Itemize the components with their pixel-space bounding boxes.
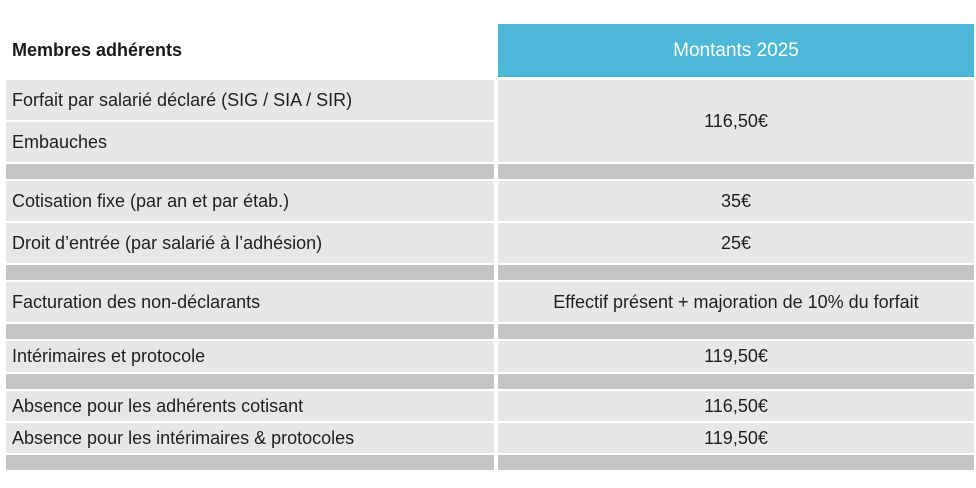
table-row: Intérimaires et protocole 119,50€: [6, 341, 974, 372]
table-row: Facturation des non-déclarants Effectif …: [6, 282, 974, 322]
header-members: Membres adhérents: [12, 40, 183, 60]
row-value: 116,50€: [498, 80, 974, 162]
table-row: Absence pour les adhérents cotisant 116,…: [6, 391, 974, 421]
row-value: 25€: [498, 223, 974, 263]
table-row: Absence pour les intérimaires & protocol…: [6, 423, 974, 453]
row-label: Absence pour les intérimaires & protocol…: [6, 423, 494, 453]
row-label: Cotisation fixe (par an et par étab.): [6, 181, 494, 221]
row-value: 35€: [498, 181, 974, 221]
row-label: Facturation des non-déclarants: [6, 282, 494, 322]
table-header: Membres adhérents Montants 2025: [6, 24, 974, 77]
row-value: 119,50€: [498, 423, 974, 453]
table-row: Droit d’entrée (par salarié à l’adhésion…: [6, 223, 974, 263]
row-label: Forfait par salarié déclaré (SIG / SIA /…: [6, 80, 494, 120]
row-label: Intérimaires et protocole: [6, 341, 494, 372]
row-label: Embauches: [6, 122, 494, 162]
separator-row: [6, 265, 974, 280]
separator-row: [6, 324, 974, 339]
fees-table: Membres adhérents Montants 2025 Forfait …: [6, 24, 974, 472]
header-amounts: Montants 2025: [498, 24, 974, 77]
separator-row: [6, 374, 974, 389]
separator-row: [6, 455, 974, 470]
row-label: Absence pour les adhérents cotisant: [6, 391, 494, 421]
row-value: 116,50€: [498, 391, 974, 421]
table-row-group: Forfait par salarié déclaré (SIG / SIA /…: [6, 80, 974, 162]
table-row: Cotisation fixe (par an et par étab.) 35…: [6, 181, 974, 221]
row-label: Droit d’entrée (par salarié à l’adhésion…: [6, 223, 494, 263]
row-value: 119,50€: [498, 341, 974, 372]
row-value: Effectif présent + majoration de 10% du …: [498, 282, 974, 322]
separator-row: [6, 164, 974, 179]
